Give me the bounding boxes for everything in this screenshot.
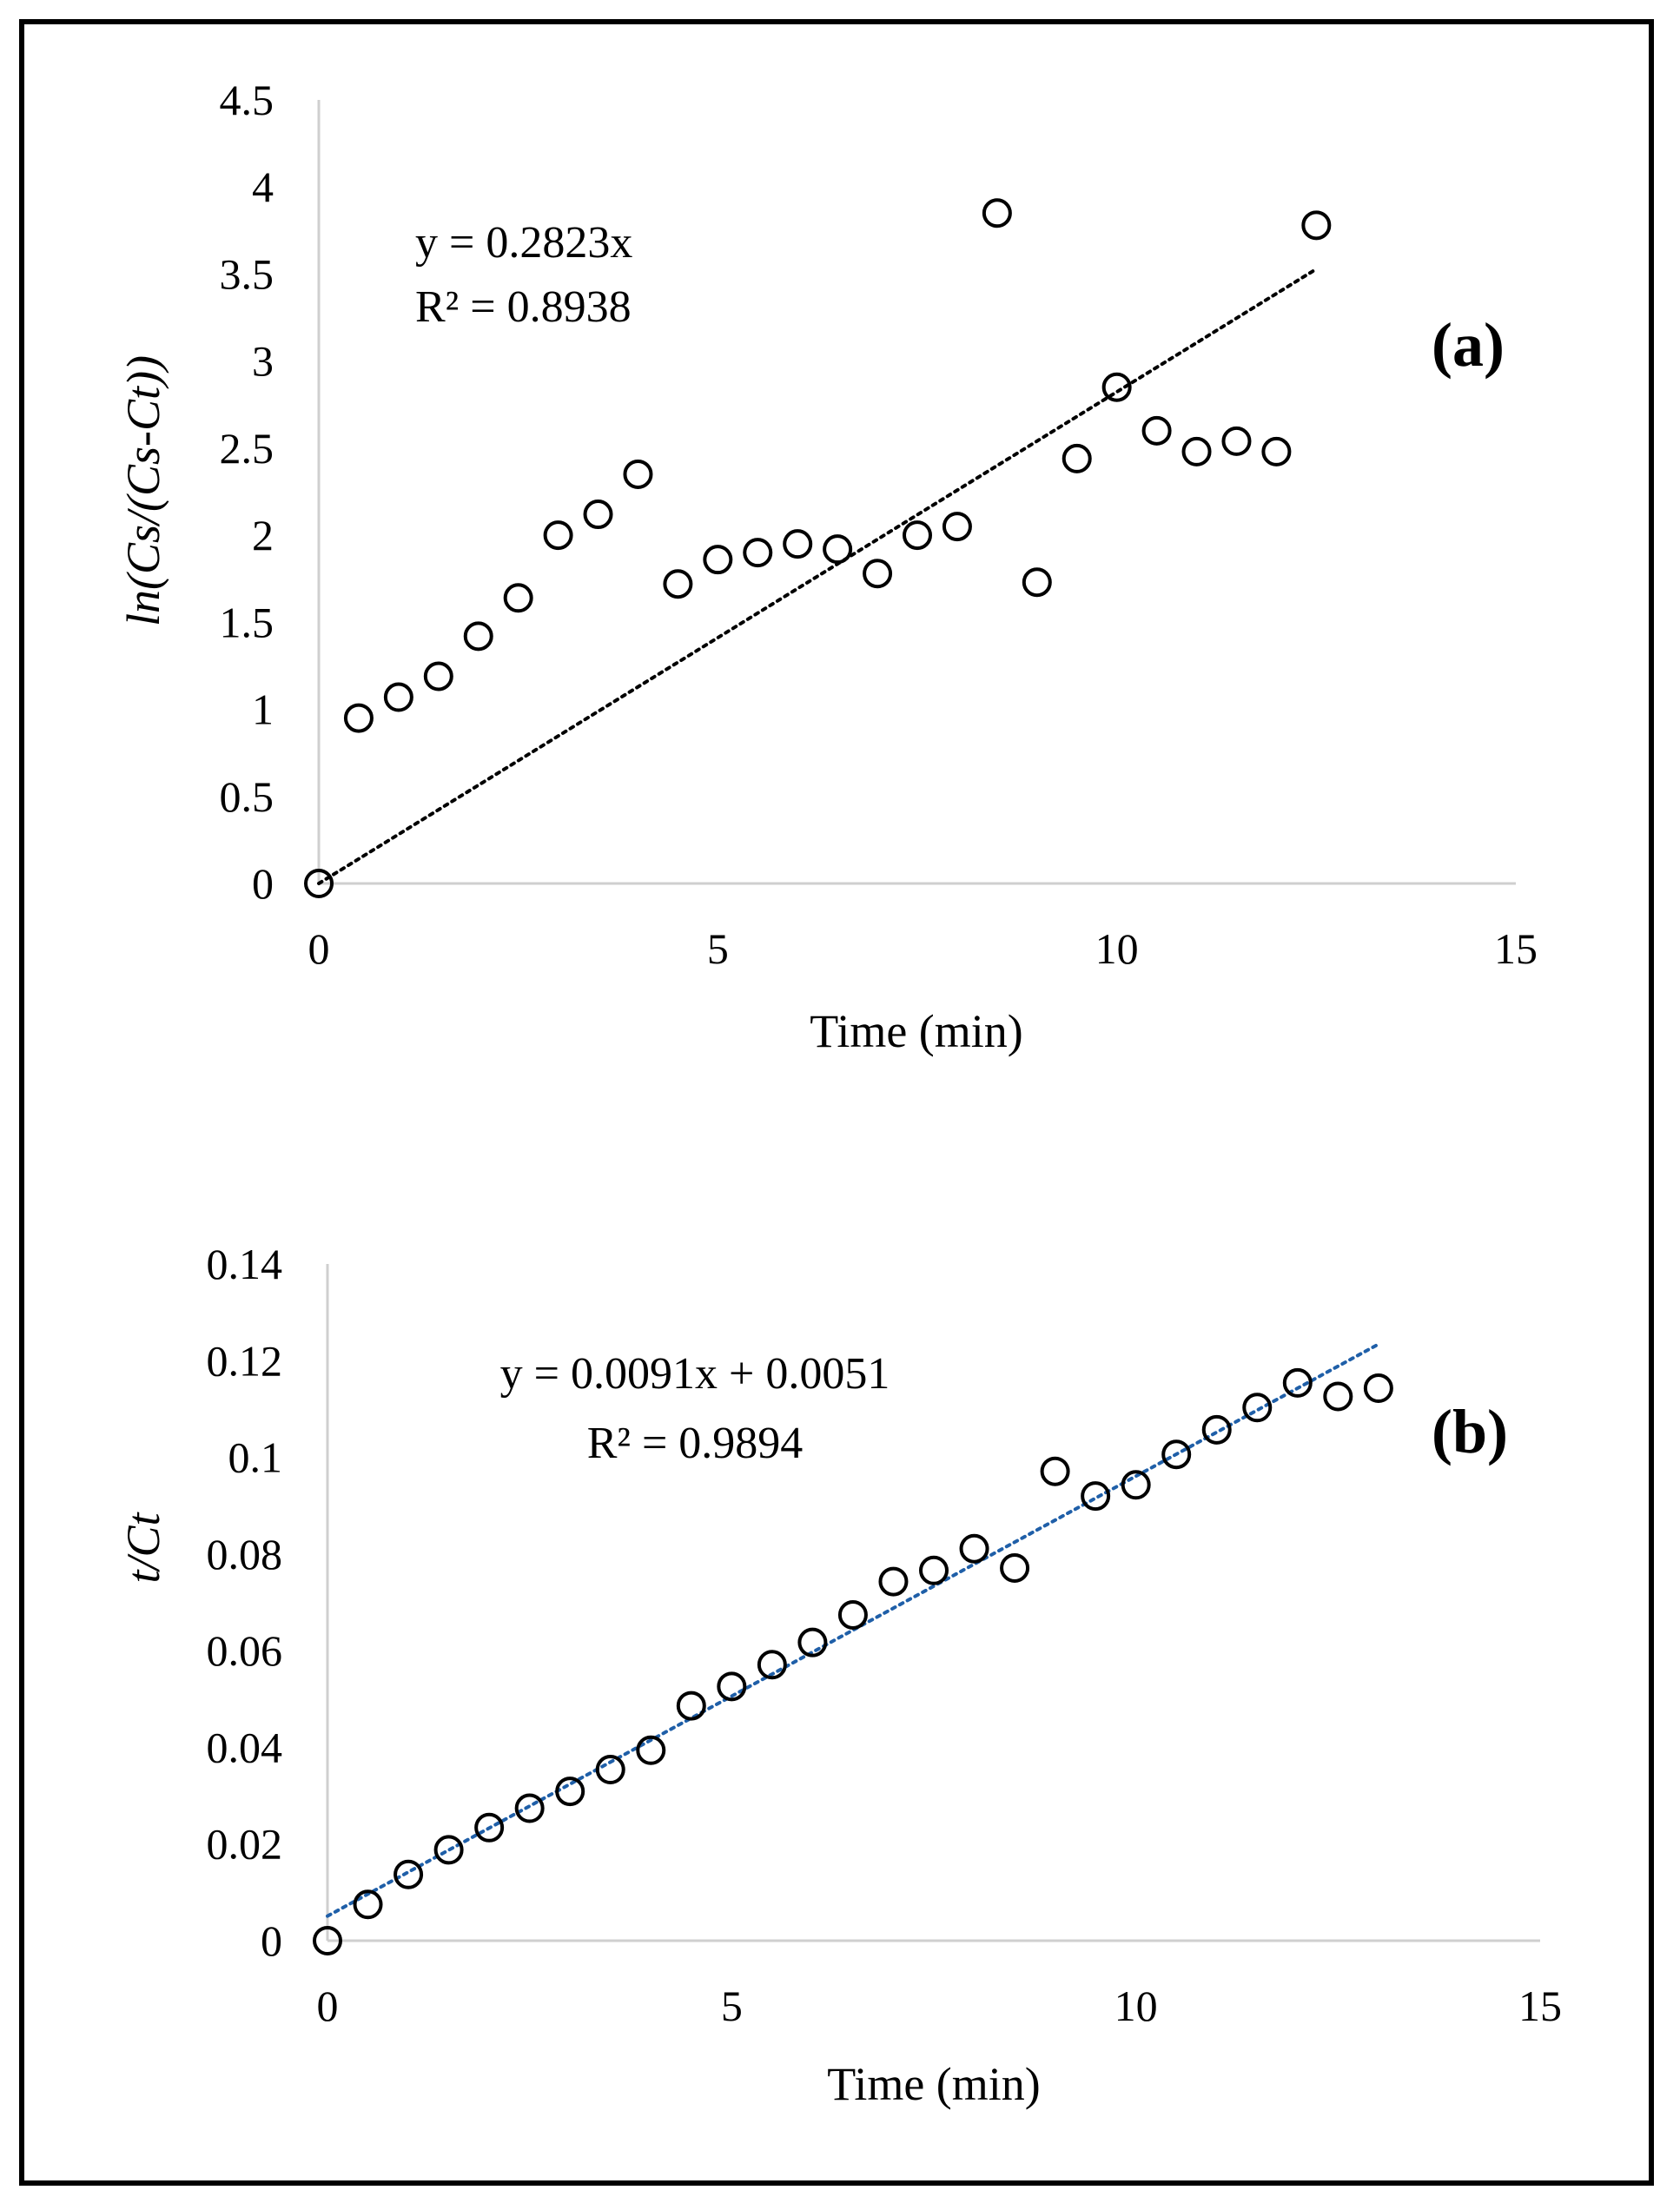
chart-b-data-point [394, 1859, 424, 1889]
chart-b-x-axis-title: Time (min) [827, 2058, 1041, 2110]
chart-b-data-point [959, 1533, 989, 1564]
chart-a-y-tick-label: 0 [252, 859, 274, 908]
chart-b-data-point [1201, 1414, 1232, 1445]
chart-a-data-point [463, 621, 493, 652]
chart-a-y-tick-label: 1 [252, 685, 274, 734]
chart-b-trendline [326, 1342, 1380, 1918]
chart-a-x-tick-label: 15 [1494, 924, 1538, 973]
figure-frame [19, 19, 1654, 2186]
chart-a-data-point [1022, 567, 1052, 598]
chart-a-data-point [383, 682, 413, 712]
chart-a-trendline [317, 267, 1319, 885]
chart-a-equation: y = 0.2823x [415, 218, 632, 268]
chart-b-y-tick-label: 0 [261, 1916, 282, 1965]
chart-a-data-point [982, 198, 1012, 228]
chart-b-panel-label: (b) [1432, 1397, 1508, 1466]
chart-a-data-point [1181, 436, 1212, 466]
chart-b-data-point [878, 1566, 909, 1597]
chart-b-data-point [1121, 1470, 1151, 1500]
chart-a-data-point [743, 538, 773, 568]
chart-a-y-tick-label: 4 [252, 162, 274, 211]
chart-a-y-axis-title: ln(Cs/(Cs-Ct)) [117, 355, 169, 626]
chart-a-y-tick-label: 2 [252, 511, 274, 559]
chart-a-y-tick-label: 3 [252, 337, 274, 386]
chart-b-data-point [636, 1735, 666, 1765]
chart-a-data-point [1261, 436, 1292, 466]
chart-b-data-point [717, 1671, 747, 1702]
chart-a-y-tick-label: 1.5 [220, 598, 274, 646]
chart-a-data-point [663, 569, 693, 599]
chart-a-data-point [863, 559, 893, 589]
chart-a-data-point [1141, 415, 1172, 446]
chart-a-data-point [1101, 372, 1132, 402]
chart-b-data-point [514, 1793, 545, 1823]
chart-b-y-tick-label: 0.1 [228, 1433, 283, 1482]
chart-a-data-point [503, 583, 533, 613]
chart-a-data-point [783, 529, 813, 559]
chart-a-data-point [583, 500, 613, 530]
chart-a-y-tick-label: 4.5 [220, 76, 274, 124]
chart-b-y-axis-title: t/Ct [117, 1511, 169, 1583]
chart-b-y-tick-label: 0.12 [207, 1336, 283, 1385]
chart-a-data-point [823, 534, 853, 565]
chart-a-data-point [543, 520, 573, 551]
chart-b-data-point [1161, 1439, 1192, 1470]
chart-b-r-squared: R² = 0.9894 [587, 1419, 804, 1468]
chart-b-data-point [1081, 1481, 1111, 1512]
chart-b-y-tick-label: 0.02 [207, 1820, 283, 1869]
chart-b-y-tick-label: 0.08 [207, 1530, 283, 1578]
chart-a-r-squared: R² = 0.8938 [415, 282, 632, 332]
chart-a-data-point [623, 459, 653, 489]
chart-b-data-point [474, 1812, 505, 1843]
chart-b-x-tick-label: 15 [1518, 1982, 1562, 2030]
chart-a-x-tick-label: 0 [308, 924, 330, 973]
chart-a-data-point [703, 545, 733, 575]
chart-a-x-axis-title: Time (min) [810, 1005, 1023, 1057]
chart-b-y-tick-label: 0.04 [207, 1723, 283, 1771]
chart-b-x-tick-label: 5 [721, 1982, 743, 2030]
chart-a-data-point [423, 661, 453, 691]
chart-a-x-tick-label: 10 [1095, 924, 1139, 973]
chart-b-data-point [433, 1835, 464, 1865]
chart-a-panel-label: (a) [1432, 310, 1505, 380]
chart-b-data-point [1040, 1456, 1070, 1486]
chart-b-equation: y = 0.0091x + 0.0051 [500, 1349, 890, 1399]
chart-b-x-tick-label: 0 [317, 1982, 339, 2030]
chart-a-y-tick-label: 2.5 [220, 424, 274, 473]
chart-b-data-point [1242, 1393, 1273, 1423]
chart-a-x-tick-label: 5 [707, 924, 729, 973]
chart-b-data-point [1282, 1367, 1313, 1398]
chart-a-data-point [1062, 443, 1092, 473]
chart-b-y-tick-label: 0.14 [207, 1240, 283, 1288]
chart-b-data-point [353, 1889, 383, 1920]
chart-a-y-tick-label: 0.5 [220, 772, 274, 821]
chart-b-data-point [555, 1777, 585, 1807]
chart-a-data-point [942, 512, 972, 542]
chart-a-y-tick-label: 3.5 [220, 249, 274, 298]
chart-b-data-point [797, 1627, 828, 1658]
chart-b-data-point [1000, 1552, 1030, 1583]
chart-a-data-point [343, 703, 374, 733]
chart-a-data-point [1301, 210, 1332, 241]
chart-a-data-point [304, 869, 334, 898]
chart-a-data-point [1221, 426, 1252, 456]
chart-a-data-point [903, 520, 932, 551]
chart-b-data-point [1363, 1373, 1393, 1404]
chart-b-data-point [313, 1926, 342, 1955]
chart-b-data-point [1323, 1381, 1353, 1412]
chart-b-data-point [595, 1755, 625, 1785]
chart-b-x-tick-label: 10 [1114, 1982, 1158, 2030]
chart-b-data-point [757, 1650, 787, 1680]
chart-b-data-point [676, 1691, 706, 1721]
chart-b-data-point [919, 1555, 949, 1585]
chart-b-y-tick-label: 0.06 [207, 1626, 283, 1675]
chart-b-data-point [837, 1599, 868, 1630]
